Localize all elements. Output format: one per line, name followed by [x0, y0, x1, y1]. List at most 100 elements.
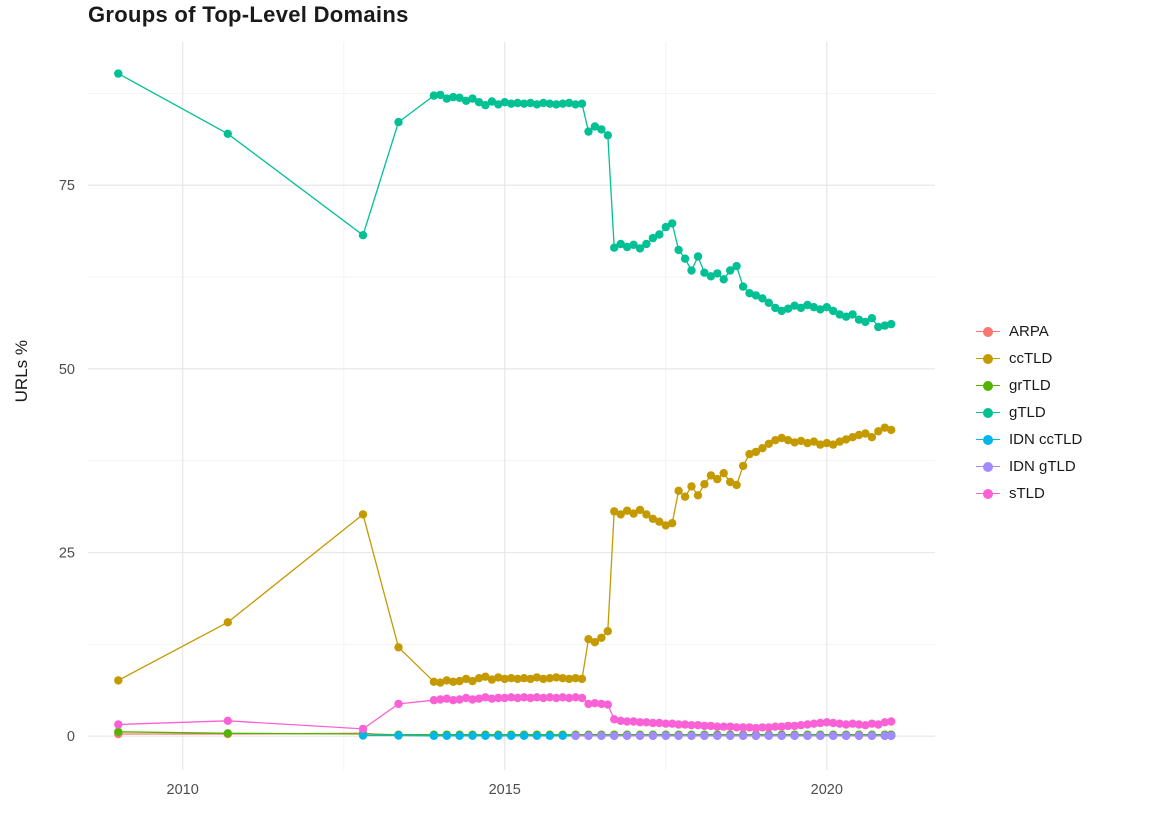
data-point [835, 437, 844, 446]
data-point [738, 723, 748, 732]
data-point [874, 322, 883, 332]
data-point [442, 694, 451, 703]
data-point [790, 721, 799, 731]
legend-item-stld: sTLD [976, 480, 1082, 507]
data-point [668, 519, 677, 528]
data-point [487, 694, 497, 703]
data-point [822, 303, 831, 312]
data-point [558, 674, 567, 683]
data-point [661, 719, 670, 728]
data-point [394, 731, 403, 740]
data-point [848, 719, 857, 728]
data-point [648, 731, 658, 740]
data-point [358, 731, 368, 740]
data-point [706, 721, 716, 731]
data-point [687, 721, 696, 730]
data-point [468, 676, 477, 686]
data-point [481, 693, 490, 702]
data-point [655, 230, 664, 239]
x-tick-label: 2015 [489, 782, 521, 798]
data-point [629, 240, 638, 249]
data-point [442, 731, 451, 740]
data-point [500, 693, 509, 703]
data-point [887, 319, 896, 329]
data-point [436, 678, 445, 687]
legend-dot-swatch [983, 434, 993, 445]
data-point [429, 731, 439, 740]
data-point [358, 510, 368, 519]
data-point [545, 731, 554, 740]
data-point [468, 94, 477, 103]
data-point [841, 720, 851, 729]
data-point [558, 731, 567, 740]
data-point [513, 693, 522, 703]
data-point [809, 303, 819, 312]
data-point [616, 716, 625, 725]
data-point [874, 720, 883, 729]
data-point [771, 722, 780, 731]
data-point [358, 724, 368, 734]
data-point [597, 731, 606, 740]
data-point [880, 321, 889, 330]
data-point [571, 674, 580, 683]
data-point [861, 721, 870, 730]
data-point [835, 310, 844, 319]
data-point [552, 693, 561, 703]
data-point [487, 97, 497, 106]
data-point [880, 718, 889, 727]
legend-key-icon [976, 352, 1000, 366]
data-point [584, 731, 593, 740]
data-point [481, 672, 490, 681]
data-point [771, 303, 780, 313]
data-point [507, 99, 516, 108]
data-point [803, 731, 812, 740]
data-point [687, 266, 696, 275]
data-point [655, 517, 664, 526]
legend-key-icon [976, 487, 1000, 501]
data-point [597, 699, 606, 709]
data-point [558, 99, 567, 108]
data-point [668, 719, 677, 728]
data-point [854, 430, 864, 440]
data-point [726, 722, 735, 731]
data-point [429, 91, 439, 100]
data-point [796, 436, 806, 446]
data-point [764, 439, 773, 448]
data-point [584, 699, 593, 709]
data-point [835, 719, 844, 728]
data-point [764, 731, 773, 740]
data-point [429, 677, 439, 686]
data-point [449, 696, 458, 705]
legend-label: gTLD [1009, 404, 1046, 421]
data-point [648, 514, 658, 523]
data-point [513, 674, 522, 684]
data-point [771, 436, 780, 445]
data-point [622, 242, 632, 252]
data-point [822, 718, 831, 727]
data-point [394, 643, 403, 652]
data-point [449, 677, 458, 686]
legend-key-icon [976, 379, 1000, 393]
data-point [848, 310, 857, 319]
data-point [642, 239, 651, 249]
data-point [829, 731, 838, 740]
data-point [539, 693, 548, 703]
data-point [700, 268, 709, 277]
data-point [449, 92, 458, 102]
data-point [468, 695, 477, 704]
legend-item-idn-gtld: IDN gTLD [976, 453, 1082, 480]
data-point [564, 674, 574, 684]
data-point [487, 675, 497, 684]
data-point [442, 94, 451, 103]
data-point [861, 429, 870, 438]
legend-dot-swatch [983, 326, 993, 337]
data-point [577, 674, 587, 684]
data-point [622, 506, 632, 515]
data-point [577, 99, 587, 108]
data-point [841, 435, 851, 444]
data-point [442, 676, 451, 685]
data-point [751, 731, 761, 740]
data-point [790, 301, 799, 310]
legend-item-cctld: ccTLD [976, 345, 1082, 372]
data-point [783, 304, 793, 313]
